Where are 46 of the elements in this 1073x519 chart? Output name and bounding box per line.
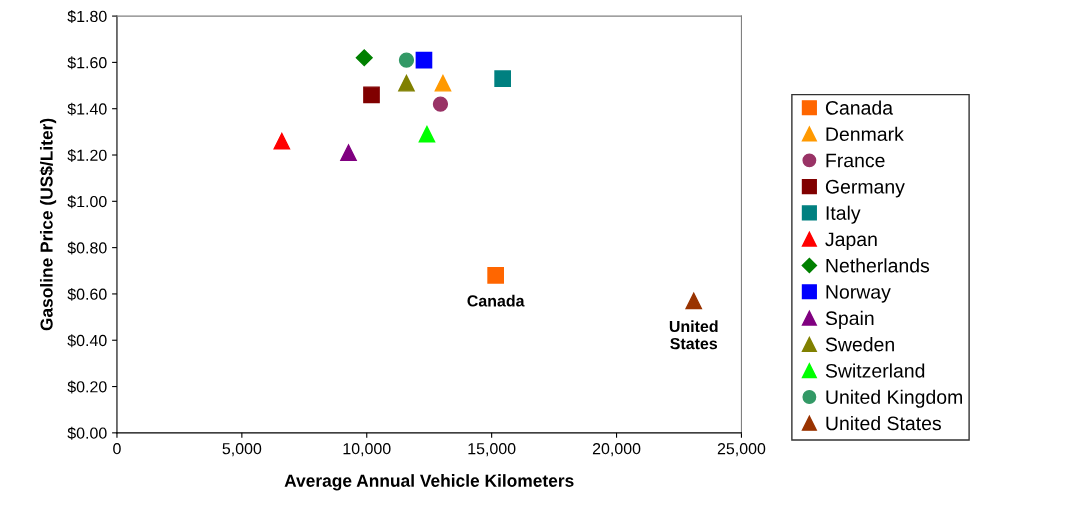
x-tick-label: 25,000 <box>717 442 766 457</box>
y-tick-label: $1.20 <box>67 148 107 162</box>
legend-label: Norway <box>826 285 891 303</box>
point <box>487 267 504 284</box>
point <box>363 86 380 104</box>
annotation: United States <box>669 320 718 350</box>
legend-label: Denmark <box>826 126 904 142</box>
point <box>273 132 291 150</box>
legend-label: Japan <box>825 232 877 251</box>
y-axis-title: Gasoline Price (US$/Liter) <box>39 118 57 331</box>
legend-label: United Kingdom <box>826 389 962 408</box>
legend-label: Switzerland <box>825 363 925 378</box>
x-axis-title: Average Annual Vehicle Kilometers <box>284 474 574 491</box>
legend-label: Netherlands <box>826 258 930 273</box>
x-tick-label: 0 <box>113 442 121 455</box>
y-tick-label: $1.00 <box>67 195 107 209</box>
y-tick-label: $0.00 <box>67 426 107 440</box>
point <box>398 74 415 92</box>
legend-label: Spain <box>825 310 874 329</box>
point <box>415 51 433 69</box>
point <box>418 125 436 143</box>
legend-label: Sweden <box>825 337 894 352</box>
annotation: Canada <box>467 294 525 307</box>
y-tick-label: $1.40 <box>67 102 107 116</box>
legend-label: United States <box>826 415 941 431</box>
y-tick-label: $0.20 <box>67 380 107 394</box>
point <box>685 292 703 310</box>
point <box>434 74 452 92</box>
x-tick-label: 10,000 <box>343 442 391 457</box>
legend-label: Canada <box>825 100 894 115</box>
legend-label: Italy <box>826 205 861 224</box>
point <box>494 70 511 87</box>
x-tick-label: 15,000 <box>468 442 516 457</box>
y-tick-label: $0.80 <box>67 241 107 255</box>
x-tick-label: 20,000 <box>592 442 641 457</box>
legend-label: France <box>826 153 885 168</box>
legend-label: Germany <box>825 179 905 198</box>
y-tick-label: $1.60 <box>67 56 107 70</box>
point <box>398 52 415 68</box>
y-tick-label: $0.60 <box>67 287 107 301</box>
y-tick-label: $0.40 <box>67 334 107 348</box>
y-tick-label: $1.80 <box>67 10 107 23</box>
point <box>340 144 357 162</box>
x-tick-label: 5,000 <box>222 442 262 457</box>
point <box>355 49 373 67</box>
point <box>432 96 449 112</box>
